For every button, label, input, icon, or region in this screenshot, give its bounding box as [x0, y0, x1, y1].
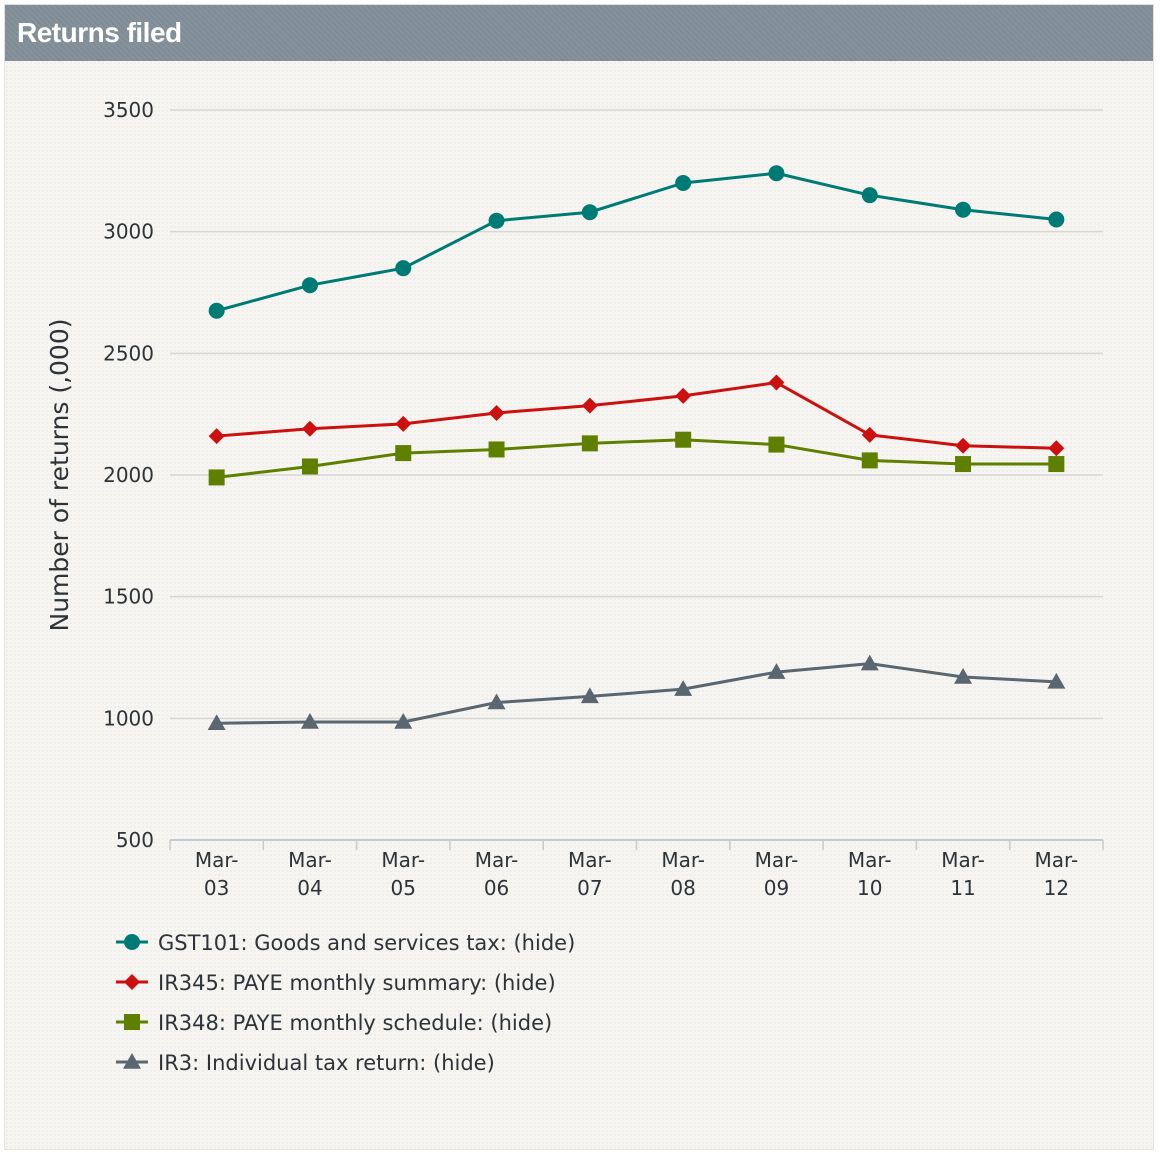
data-point	[955, 201, 972, 218]
data-point	[487, 693, 506, 710]
data-point	[861, 452, 878, 469]
data-point	[675, 387, 692, 404]
legend-item-1[interactable]: GST101: Goods and services tax: (hide)	[158, 931, 575, 955]
legend-hide-toggle[interactable]: (hide)	[494, 971, 556, 995]
x-tick-label: Mar-09	[755, 848, 799, 900]
data-point	[488, 212, 505, 229]
chart-panel: Returns filed	[4, 4, 1154, 1150]
series-line-4	[216, 662, 1057, 725]
data-point	[488, 441, 505, 458]
legend-item-4[interactable]: IR3: Individual tax return: (hide)	[158, 1051, 495, 1075]
data-point	[675, 431, 692, 448]
data-point	[208, 469, 225, 486]
legend-marker	[124, 934, 140, 950]
panel-header: Returns filed	[5, 5, 1153, 61]
legend-item-2[interactable]: IR345: PAYE monthly summary: (hide)	[158, 971, 556, 995]
data-point	[394, 712, 413, 729]
data-point	[674, 680, 693, 696]
data-point	[395, 415, 412, 432]
legend-hide-toggle[interactable]: (hide)	[513, 931, 575, 955]
y-tick-label: 3500	[103, 98, 154, 122]
data-point	[1048, 211, 1065, 228]
y-tick-label: 2000	[103, 463, 154, 487]
data-point	[580, 687, 599, 704]
y-tick-label: 3000	[103, 220, 154, 244]
x-tick-label: Mar-10	[848, 848, 892, 900]
data-point	[861, 187, 878, 204]
data-point	[768, 165, 785, 182]
y-tick-label: 1000	[103, 706, 154, 730]
legend-marker	[124, 1014, 140, 1030]
x-tick-label: Mar-08	[661, 848, 705, 900]
data-point	[768, 436, 785, 453]
data-point	[300, 712, 319, 729]
legend-marker	[124, 974, 140, 990]
data-point	[1048, 456, 1065, 473]
y-axis-title: Number of returns (,000)	[45, 318, 74, 631]
data-point	[395, 445, 412, 462]
series-line-3	[216, 438, 1057, 479]
x-tick-label: Mar-07	[568, 848, 612, 900]
data-point	[208, 302, 225, 319]
data-point	[768, 374, 785, 391]
data-point	[581, 435, 598, 452]
y-tick-label: 2500	[103, 341, 154, 365]
x-tick-label: Mar-03	[195, 848, 239, 900]
data-point	[488, 404, 505, 421]
data-point	[301, 458, 318, 475]
panel-title: Returns filed	[17, 17, 182, 48]
x-tick-label: Mar-11	[941, 848, 985, 900]
y-tick-label: 500	[116, 828, 154, 852]
data-point	[208, 428, 225, 445]
series-line-1	[216, 171, 1057, 313]
data-point	[955, 456, 972, 473]
data-point	[207, 714, 226, 730]
data-point	[581, 397, 598, 414]
data-point	[395, 260, 412, 277]
x-tick-label: Mar-12	[1035, 848, 1079, 900]
y-tick-label: 1500	[103, 585, 154, 609]
legend-marker	[123, 1053, 141, 1069]
data-point	[1047, 672, 1066, 689]
legend-hide-toggle[interactable]: (hide)	[433, 1051, 495, 1075]
data-point	[301, 277, 318, 294]
legend-item-3[interactable]: IR348: PAYE monthly schedule: (hide)	[158, 1011, 552, 1035]
x-tick-label: Mar-05	[381, 848, 425, 900]
x-tick-label: Mar-04	[288, 848, 332, 900]
data-point	[675, 175, 692, 191]
x-tick-label: Mar-06	[475, 848, 519, 900]
data-point	[1048, 440, 1065, 457]
data-point	[301, 420, 318, 437]
data-point	[581, 204, 598, 221]
series-line-2	[216, 381, 1057, 450]
data-point	[767, 663, 786, 679]
legend-hide-toggle[interactable]: (hide)	[490, 1011, 552, 1035]
data-point	[954, 667, 973, 684]
data-point	[861, 426, 878, 443]
data-point	[860, 654, 879, 671]
data-point	[955, 437, 972, 454]
